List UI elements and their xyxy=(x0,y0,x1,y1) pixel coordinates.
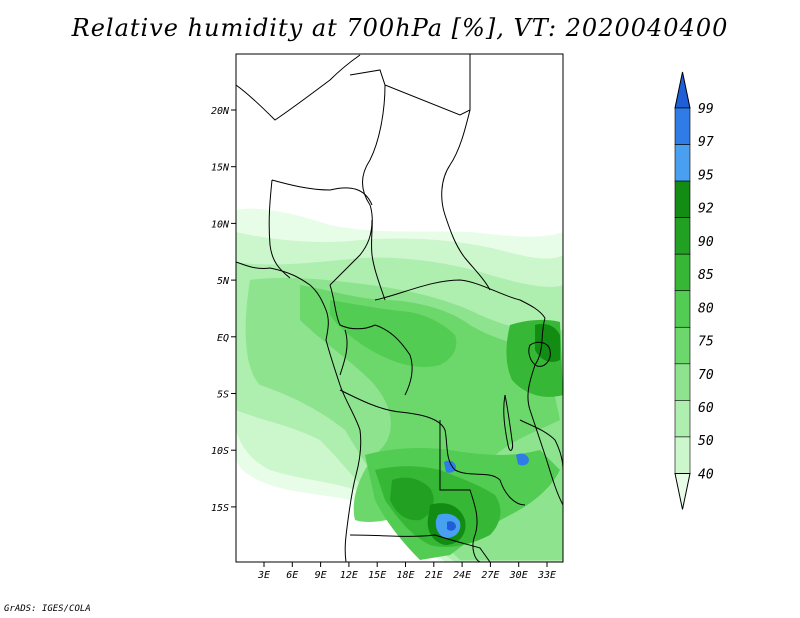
border-chad-sudan xyxy=(441,109,491,291)
colorbar-label: 95 xyxy=(698,168,714,183)
lat-tick-label: 5S xyxy=(217,390,229,401)
lon-tick-label: 33E xyxy=(537,570,556,581)
colorbar-bottom-arrow xyxy=(674,472,691,510)
colorbar-label: 60 xyxy=(698,401,714,416)
rh-area-99 xyxy=(447,521,456,531)
colorbar-label: 40 xyxy=(698,467,714,482)
lon-tick-label: 6E xyxy=(286,570,298,581)
border-east-lakes xyxy=(527,317,563,506)
colorbar-swatch xyxy=(674,363,691,401)
lon-tick-label: 3E xyxy=(257,570,270,581)
lat-tick-label: 10N xyxy=(211,219,230,230)
border-car xyxy=(374,279,546,319)
lon-tick-label: 30E xyxy=(509,570,528,581)
lat-tick-label: 15N xyxy=(211,163,230,174)
latitude-axis: 20N 15N 10N 5N EQ 5S 10S 15S xyxy=(211,106,236,514)
lat-tick-label: 20N xyxy=(211,106,230,117)
border-sahara-north xyxy=(236,54,361,121)
lake-victoria xyxy=(528,341,551,367)
coastline xyxy=(236,261,362,562)
colorbar-label: 85 xyxy=(698,268,714,283)
lat-tick-label: EQ xyxy=(217,333,229,344)
border-cameroon xyxy=(329,219,376,330)
border-tanzania xyxy=(519,419,563,471)
lat-tick-label: 5N xyxy=(217,276,230,287)
border-nigeria xyxy=(268,179,373,279)
colorbar-swatch xyxy=(674,217,691,255)
border-congo xyxy=(339,324,413,396)
colorbar-label: 97 xyxy=(698,135,714,150)
lake-tanganyika xyxy=(503,394,513,451)
colorbar-label: 90 xyxy=(698,235,714,250)
colorbar: 99 97 95 92 90 85 80 75 70 60 50 40 xyxy=(674,71,714,510)
rh-area-80 xyxy=(330,300,457,367)
colorbar-label: 75 xyxy=(698,335,714,350)
colorbar-label: 92 xyxy=(698,202,714,217)
lon-tick-label: 21E xyxy=(425,570,443,581)
country-borders xyxy=(236,54,563,562)
colorbar-label: 70 xyxy=(698,368,714,383)
lon-tick-label: 27E xyxy=(481,570,499,581)
colorbar-swatch xyxy=(674,180,691,218)
border-namibia xyxy=(349,534,491,562)
border-libya-chad xyxy=(349,54,471,116)
lon-tick-label: 18E xyxy=(396,570,414,581)
chart-title: Relative humidity at 700hPa [%], VT: 202… xyxy=(71,14,729,42)
lon-tick-label: 24E xyxy=(453,570,471,581)
credit-text: GrADS: IGES/COLA xyxy=(4,604,91,614)
map-frame xyxy=(235,53,564,563)
colorbar-label: 99 xyxy=(698,102,714,117)
lat-tick-label: 10S xyxy=(211,446,229,457)
colorbar-label: 50 xyxy=(698,434,714,449)
rh-area-90 xyxy=(390,477,434,521)
lat-tick-label: 15S xyxy=(211,503,229,514)
lon-tick-label: 15E xyxy=(368,570,386,581)
border-angola-zambia xyxy=(439,420,481,562)
longitude-axis: 3E 6E 9E 12E 15E 18E 21E 24E 27E 30E 33E xyxy=(257,562,556,581)
border-niger-chad xyxy=(362,84,386,301)
lon-tick-label: 12E xyxy=(340,570,358,581)
rh-area-97 xyxy=(444,460,456,473)
colorbar-swatch xyxy=(674,107,691,145)
lon-tick-label: 9E xyxy=(315,570,327,581)
colorbar-swatch xyxy=(674,400,691,438)
colorbar-swatch xyxy=(674,326,691,365)
colorbar-label: 80 xyxy=(698,301,714,316)
colorbar-top-arrow xyxy=(674,71,691,109)
colorbar-swatch xyxy=(674,144,691,182)
colorbar-swatch xyxy=(674,436,691,474)
humidity-field xyxy=(236,54,563,562)
colorbar-swatch xyxy=(674,290,691,328)
rh-area-92b xyxy=(535,323,560,362)
rh-area-97b xyxy=(516,453,529,466)
border-drc-angola xyxy=(339,389,526,506)
colorbar-swatch xyxy=(674,253,691,292)
